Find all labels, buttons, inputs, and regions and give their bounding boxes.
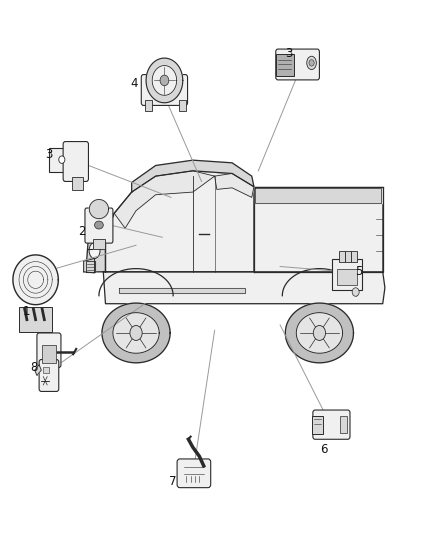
Polygon shape — [106, 171, 254, 272]
Text: 3: 3 — [285, 47, 293, 60]
FancyBboxPatch shape — [63, 142, 88, 181]
Polygon shape — [13, 255, 58, 305]
FancyBboxPatch shape — [93, 239, 105, 249]
FancyBboxPatch shape — [276, 54, 294, 76]
Polygon shape — [152, 66, 177, 95]
Polygon shape — [296, 313, 343, 353]
Text: 6: 6 — [320, 443, 328, 456]
FancyBboxPatch shape — [339, 251, 345, 262]
FancyBboxPatch shape — [345, 251, 351, 262]
Polygon shape — [119, 288, 245, 293]
FancyBboxPatch shape — [141, 75, 187, 106]
FancyBboxPatch shape — [85, 208, 113, 243]
Polygon shape — [86, 235, 106, 272]
Text: 1: 1 — [23, 305, 31, 318]
Polygon shape — [286, 303, 353, 363]
FancyBboxPatch shape — [351, 251, 357, 262]
FancyBboxPatch shape — [49, 148, 75, 172]
Text: 5: 5 — [355, 265, 362, 278]
Polygon shape — [86, 261, 95, 272]
FancyBboxPatch shape — [37, 333, 61, 368]
FancyBboxPatch shape — [332, 259, 362, 290]
Polygon shape — [132, 160, 254, 192]
Text: 3: 3 — [45, 148, 53, 161]
FancyBboxPatch shape — [72, 176, 83, 190]
FancyBboxPatch shape — [43, 367, 49, 373]
Text: 8: 8 — [30, 361, 37, 374]
Polygon shape — [215, 173, 254, 197]
Circle shape — [130, 326, 142, 341]
FancyBboxPatch shape — [39, 360, 59, 391]
Polygon shape — [102, 303, 170, 363]
Circle shape — [352, 288, 359, 296]
FancyBboxPatch shape — [313, 410, 350, 439]
Polygon shape — [114, 171, 215, 228]
Circle shape — [313, 326, 325, 341]
FancyBboxPatch shape — [340, 416, 347, 433]
Polygon shape — [255, 188, 381, 203]
Polygon shape — [103, 272, 385, 304]
Text: 4: 4 — [130, 77, 138, 90]
FancyBboxPatch shape — [337, 269, 357, 285]
Circle shape — [59, 156, 65, 164]
FancyBboxPatch shape — [311, 416, 323, 434]
Ellipse shape — [307, 56, 316, 69]
FancyBboxPatch shape — [42, 345, 56, 364]
Ellipse shape — [95, 221, 103, 229]
Polygon shape — [88, 213, 114, 243]
Polygon shape — [84, 259, 95, 273]
Circle shape — [309, 60, 314, 66]
Text: 7: 7 — [170, 475, 177, 488]
Text: 2: 2 — [78, 225, 85, 238]
Polygon shape — [35, 365, 41, 375]
Polygon shape — [113, 313, 159, 353]
FancyBboxPatch shape — [276, 49, 319, 80]
FancyBboxPatch shape — [179, 100, 186, 111]
FancyBboxPatch shape — [145, 100, 152, 111]
Circle shape — [160, 75, 169, 86]
Polygon shape — [146, 58, 183, 103]
Polygon shape — [254, 187, 383, 272]
FancyBboxPatch shape — [19, 308, 52, 332]
FancyBboxPatch shape — [177, 459, 211, 488]
Ellipse shape — [89, 243, 100, 259]
Polygon shape — [89, 199, 109, 219]
